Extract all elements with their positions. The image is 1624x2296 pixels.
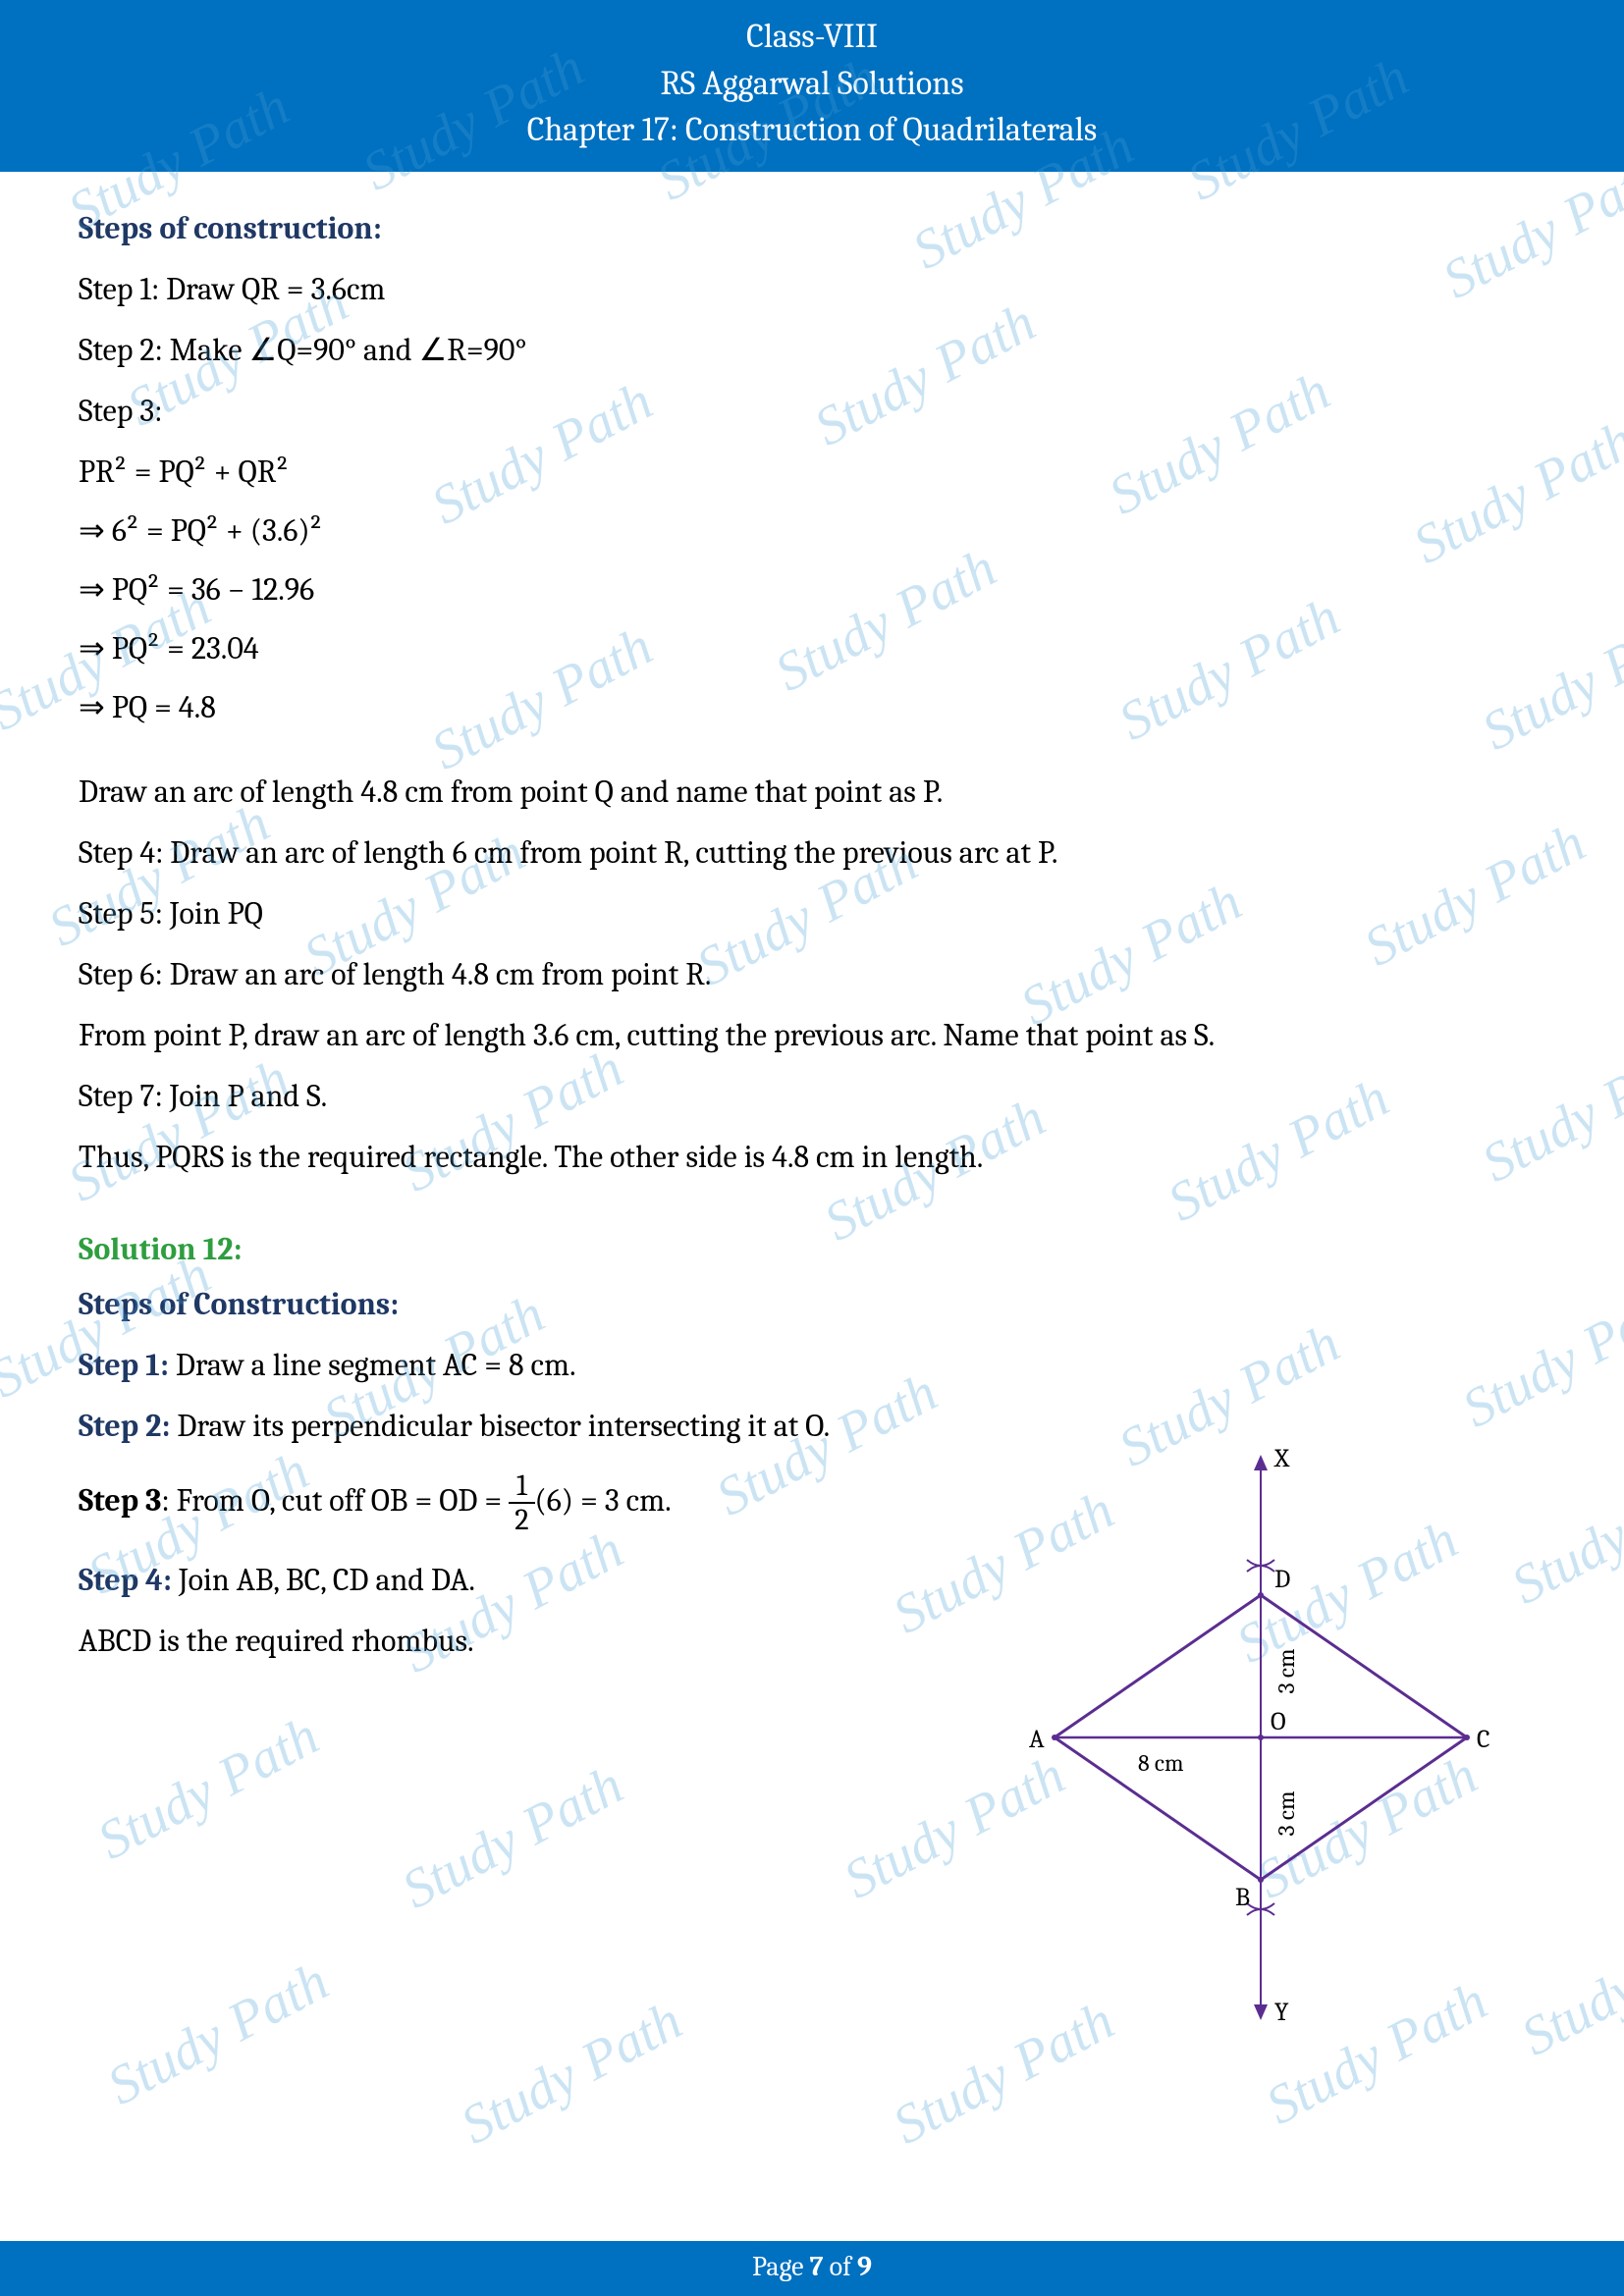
footer-page-num: 7 — [810, 2251, 824, 2282]
steps-of-construction-heading: Steps of construction: — [79, 201, 1545, 256]
footer-total: 9 — [857, 2251, 872, 2282]
svg-text:D: D — [1274, 1565, 1290, 1594]
step2-text: Draw its perpendicular bisector intersec… — [170, 1408, 830, 1444]
footer-of-label: of — [823, 2251, 857, 2282]
step1-label: Step 1: — [79, 1347, 169, 1383]
sol12-step4: Step 4: Join AB, BC, CD and DA. — [79, 1553, 962, 1608]
svg-text:8 cm: 8 cm — [1138, 1749, 1184, 1777]
equation-4: ⇒ PQ² = 23.04 — [79, 621, 1545, 676]
step4-text: Join AB, BC, CD and DA. — [172, 1562, 475, 1598]
footer-page-label: Page — [752, 2251, 810, 2282]
steps-of-constructions-heading: Steps of Constructions: — [79, 1277, 1545, 1332]
step-6-text: Step 6: Draw an arc of length 4.8 cm fro… — [79, 947, 1545, 1002]
svg-text:A: A — [1029, 1725, 1045, 1754]
fraction-denominator: 2 — [509, 1504, 534, 1536]
step-3-label: Step 3: — [79, 384, 1545, 439]
sol12-final: ABCD is the required rhombus. — [79, 1614, 962, 1669]
equation-2: ⇒ 6² = PQ² + (3.6)² — [79, 504, 1545, 559]
step4-label: Step 4: — [79, 1562, 172, 1598]
sol12-step1: Step 1: Draw a line segment AC = 8 cm. — [79, 1338, 962, 1393]
header-line2: RS Aggarwal Solutions — [0, 61, 1624, 108]
header-line3: Chapter 17: Construction of Quadrilatera… — [0, 107, 1624, 154]
sol12-step2: Step 2: Draw its perpendicular bisector … — [79, 1399, 962, 1454]
para-arc-p: From point P, draw an arc of length 3.6 … — [79, 1008, 1545, 1063]
svg-text:3 cm: 3 cm — [1272, 1648, 1300, 1693]
fraction-numerator: 1 — [509, 1469, 534, 1504]
step-2-text: Step 2: Make ∠Q=90° and ∠R=90° — [79, 323, 1545, 378]
svg-text:C: C — [1477, 1725, 1490, 1754]
step2-label: Step 2: — [79, 1408, 170, 1444]
conclusion-text: Thus, PQRS is the required rectangle. Th… — [79, 1130, 1545, 1185]
equation-3: ⇒ PQ² = 36 − 12.96 — [79, 562, 1545, 617]
header-bar: Class-VIII RS Aggarwal Solutions Chapter… — [0, 0, 1624, 172]
step-4-text: Step 4: Draw an arc of length 6 cm from … — [79, 826, 1545, 881]
footer-bar: Page 7 of 9 — [0, 2241, 1624, 2296]
fraction-half: 12 — [509, 1469, 534, 1537]
svg-text:Y: Y — [1274, 1998, 1289, 2027]
step3-post: (6) = 3 cm. — [535, 1482, 672, 1519]
svg-text:3 cm: 3 cm — [1272, 1790, 1300, 1836]
svg-text:B: B — [1235, 1883, 1250, 1912]
svg-text:X: X — [1273, 1444, 1290, 1473]
step-1-text: Step 1: Draw QR = 3.6cm — [79, 262, 1545, 317]
step-5-text: Step 5: Join PQ — [79, 886, 1545, 941]
equation-5: ⇒ PQ = 4.8 — [79, 680, 1545, 735]
rhombus-svg: X Y A C D B O 8 cm 3 cm 3 cm — [1005, 1423, 1516, 2032]
step3-label: Step 3 — [79, 1482, 161, 1519]
equation-1: PR² = PQ² + QR² — [79, 445, 1545, 500]
step1-text: Draw a line segment AC = 8 cm. — [169, 1347, 576, 1383]
step-7-text: Step 7: Join P and S. — [79, 1069, 1545, 1124]
svg-text:O: O — [1271, 1707, 1286, 1736]
solution-12-heading: Solution 12: — [79, 1222, 1545, 1277]
sol12-step3: Step 3: From O, cut off OB = OD = 12(6) … — [79, 1469, 962, 1537]
header-line1: Class-VIII — [0, 14, 1624, 61]
step3-pre: : From O, cut off OB = OD = — [161, 1482, 509, 1519]
rhombus-diagram: X Y A C D B O 8 cm 3 cm 3 cm — [1005, 1423, 1516, 2032]
para-arc-q: Draw an arc of length 4.8 cm from point … — [79, 765, 1545, 820]
